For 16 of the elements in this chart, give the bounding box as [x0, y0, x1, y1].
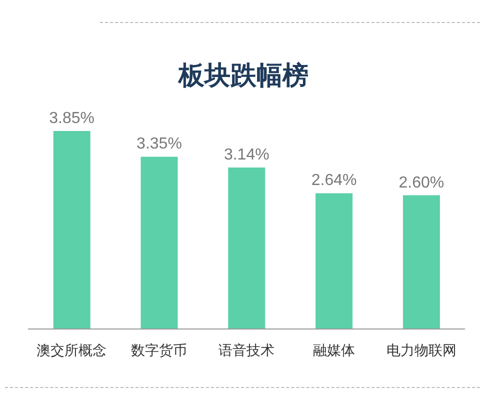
bar: [316, 193, 353, 329]
data-label: 2.60%: [398, 174, 444, 192]
x-tick-label: 融媒体: [312, 342, 355, 358]
data-label: 3.14%: [224, 146, 270, 164]
x-tick-label: 数字货币: [131, 342, 188, 358]
x-tick-label: 澳交所概念: [36, 342, 107, 358]
bar: [402, 195, 440, 329]
data-label: 2.64%: [311, 172, 357, 190]
x-tick-label: 语音技术: [218, 342, 274, 358]
data-label: 3.85%: [49, 110, 95, 127]
bar: [228, 168, 266, 329]
bar: [53, 131, 90, 329]
x-tick-label: 电力物联网: [386, 342, 456, 358]
bar: [140, 156, 178, 329]
chart-title: 板块跌幅榜: [176, 59, 310, 92]
data-label: 3.35%: [136, 136, 182, 153]
